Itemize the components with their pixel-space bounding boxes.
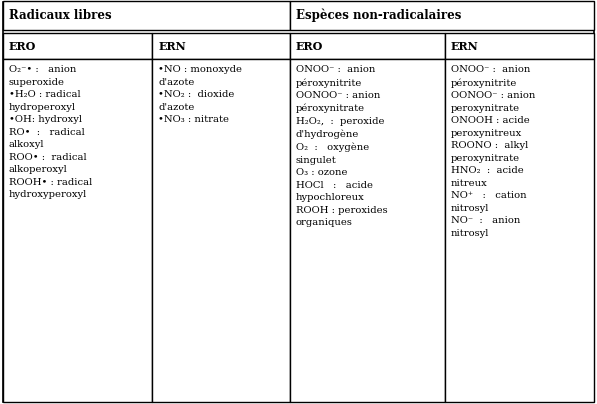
Text: •NO : monoxyde
d'azote
•NO₂ :  dioxide
d'azote
•NO₃ : nitrate: •NO : monoxyde d'azote •NO₂ : dioxide d'… (158, 65, 242, 124)
Text: ONOO⁻ :  anion
péroxynitrite
OONOO⁻ : anion
péroxynitrate
H₂O₂,  :  peroxide
d'h: ONOO⁻ : anion péroxynitrite OONOO⁻ : ani… (296, 65, 387, 227)
Bar (445, 59, 594, 402)
Text: ERN: ERN (158, 41, 186, 52)
Text: ONOO⁻ :  anion
péroxynitrite
OONOO⁻ : anion
peroxynitrate
ONOOH : acide
peroxyni: ONOO⁻ : anion péroxynitrite OONOO⁻ : ani… (451, 65, 535, 238)
Text: Radicaux libres: Radicaux libres (9, 8, 112, 22)
Bar (290, 33, 445, 59)
Bar (445, 33, 594, 59)
Text: O₂⁻• :   anion
superoxide
•H₂O : radical
hydroperoxyl
•OH: hydroxyl
RO•  :   rad: O₂⁻• : anion superoxide •H₂O : radical h… (9, 65, 92, 200)
Bar (3, 33, 152, 59)
Text: ERN: ERN (451, 41, 478, 52)
Bar (290, 59, 445, 402)
Bar (290, 1, 594, 30)
Text: Espèces non-radicalaires: Espèces non-radicalaires (296, 8, 461, 22)
Text: ERO: ERO (9, 41, 36, 52)
Bar (152, 33, 290, 59)
Text: ERO: ERO (296, 41, 323, 52)
Bar (3, 1, 290, 30)
Bar (152, 59, 290, 402)
Bar (3, 59, 152, 402)
